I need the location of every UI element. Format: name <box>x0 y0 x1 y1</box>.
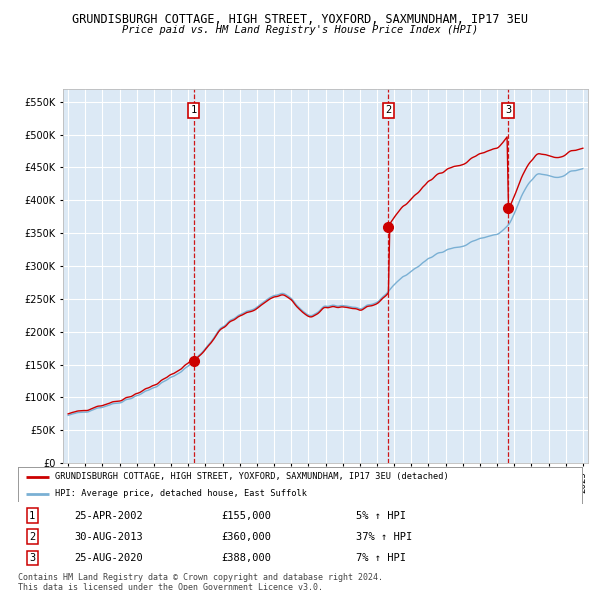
Text: 2: 2 <box>29 532 35 542</box>
Text: 30-AUG-2013: 30-AUG-2013 <box>74 532 143 542</box>
Text: 2: 2 <box>385 106 392 116</box>
Text: GRUNDISBURGH COTTAGE, HIGH STREET, YOXFORD, SAXMUNDHAM, IP17 3EU: GRUNDISBURGH COTTAGE, HIGH STREET, YOXFO… <box>72 13 528 26</box>
Text: £360,000: £360,000 <box>221 532 271 542</box>
Text: 1: 1 <box>29 511 35 521</box>
Text: Price paid vs. HM Land Registry's House Price Index (HPI): Price paid vs. HM Land Registry's House … <box>122 25 478 35</box>
Text: Contains HM Land Registry data © Crown copyright and database right 2024.: Contains HM Land Registry data © Crown c… <box>18 573 383 582</box>
Text: £388,000: £388,000 <box>221 553 271 563</box>
Text: 7% ↑ HPI: 7% ↑ HPI <box>356 553 406 563</box>
Text: GRUNDISBURGH COTTAGE, HIGH STREET, YOXFORD, SAXMUNDHAM, IP17 3EU (detached): GRUNDISBURGH COTTAGE, HIGH STREET, YOXFO… <box>55 473 448 481</box>
Text: 3: 3 <box>505 106 511 116</box>
Text: £155,000: £155,000 <box>221 511 271 521</box>
Text: 3: 3 <box>29 553 35 563</box>
Text: 25-APR-2002: 25-APR-2002 <box>74 511 143 521</box>
Text: 5% ↑ HPI: 5% ↑ HPI <box>356 511 406 521</box>
Text: 37% ↑ HPI: 37% ↑ HPI <box>356 532 413 542</box>
Text: 1: 1 <box>191 106 197 116</box>
Text: 25-AUG-2020: 25-AUG-2020 <box>74 553 143 563</box>
Text: This data is licensed under the Open Government Licence v3.0.: This data is licensed under the Open Gov… <box>18 583 323 590</box>
Text: HPI: Average price, detached house, East Suffolk: HPI: Average price, detached house, East… <box>55 489 307 499</box>
